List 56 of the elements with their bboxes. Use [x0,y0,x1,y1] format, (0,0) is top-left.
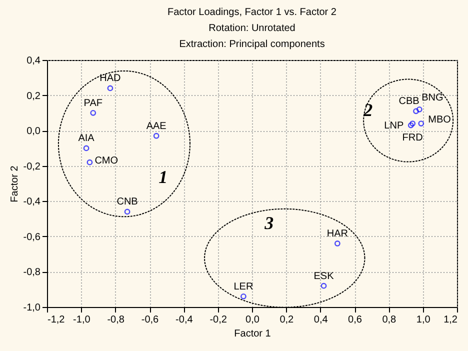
y-tick-label: -0,2 [23,161,41,172]
y-tick-label: -0,4 [23,196,41,208]
point [416,106,422,112]
data-label: AAE [146,120,167,132]
point [240,293,246,300]
data-label: BNG [422,92,444,104]
y-axis-title: Factor 2 [9,165,20,202]
point [124,208,130,215]
y-tick-label: -1,0 [23,302,41,314]
x-tick-label: 0,8 [382,314,397,326]
chart-subtitle: Rotation: Unrotated Extraction: Principal components [179,23,325,50]
x-tick-label: 0,4 [314,314,328,326]
data-label: MBO [428,114,452,126]
data-label: PAF [84,98,102,109]
y-tick-label: -0,8 [23,267,41,278]
point [418,120,424,126]
y-tick-label: 0,4 [26,56,41,66]
data-label: FRD [402,132,423,144]
data-label: HAD [100,73,121,84]
point [86,159,93,166]
y-tick-label: -0,6 [23,232,41,243]
annotation: 2 [362,100,373,120]
data-label: LNP [384,120,404,132]
x-tick-label: 0,0 [246,314,260,326]
x-tick-label: 0,6 [348,314,362,326]
data-label: CMO [94,155,118,166]
point [107,85,114,92]
data-label: ESK [314,270,334,282]
point [320,282,327,289]
x-tick-label: -0,4 [176,314,194,326]
data-label: CNB [116,196,138,208]
data-label: LER [234,281,254,292]
data-label: AIA [78,133,95,144]
x-tick-label: -0,8 [107,314,125,326]
annotation: 3 [264,213,274,234]
point [90,110,96,116]
x-tick-label: -0,2 [210,314,228,326]
data-label: CBB [398,96,420,108]
data-label: HAR [326,228,348,240]
point [413,108,419,114]
x-tick-label: 1,0 [416,314,431,326]
point [410,120,416,126]
point [153,132,160,139]
point [334,240,340,246]
x-tick-label: -1,2 [48,314,66,326]
y-tick-label: 0,2 [26,90,41,102]
annotation: 1 [158,167,168,188]
x-tick-label: -0,6 [141,314,160,326]
point [83,145,90,152]
point [408,122,414,128]
x-tick-label: 1,2 [444,314,458,326]
chart-title: Factor Loadings, Factor 1 vs. Factor 2 [168,7,337,18]
x-tick-label: 0,2 [280,314,294,326]
y-tick-label: 0,0 [26,126,41,138]
x-tick-label: -1,0 [73,314,91,326]
x-axis-title: Factor 1 [234,328,272,340]
